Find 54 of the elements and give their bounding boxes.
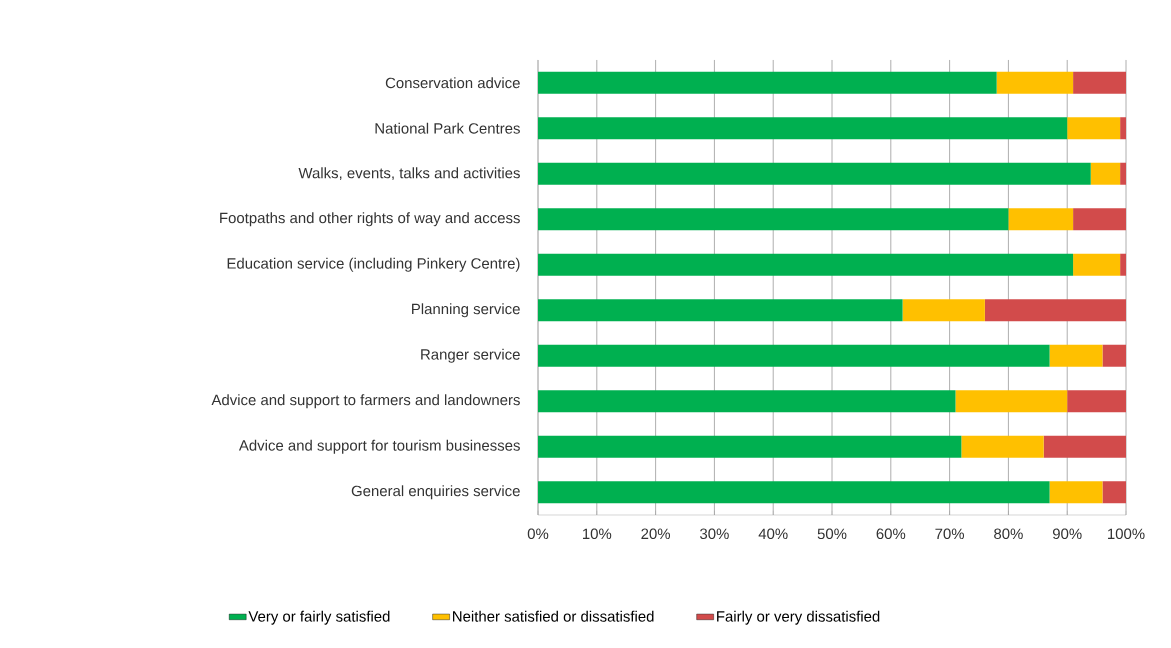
x-tick-label: 40% (758, 528, 788, 540)
y-tick-label: Conservation advice (385, 77, 520, 89)
x-tick-label: 80% (994, 528, 1023, 540)
y-tick-label: Advice and support to farmers and landowners (211, 394, 520, 409)
bar (538, 481, 1050, 504)
bar (1067, 117, 1121, 140)
bar (538, 344, 1050, 367)
bar (538, 208, 1009, 231)
bar (1102, 344, 1127, 367)
y-tick-label: National Park Centres (375, 122, 520, 134)
bar (996, 71, 1074, 94)
bar (984, 299, 1127, 322)
y-tick-label: General enquiries service (351, 485, 520, 500)
y-tick-label: Planning service (412, 303, 520, 318)
bar (538, 299, 903, 322)
legend-label: Fairly or very dissatisfied (717, 610, 880, 625)
bar (538, 390, 956, 413)
x-tick-label: 90% (1052, 528, 1082, 540)
x-tick-label: 70% (935, 528, 965, 540)
x-tick-label: 100% (1108, 528, 1145, 540)
x-tick-label: 0% (527, 528, 549, 540)
bar (955, 390, 1068, 413)
bar (1073, 71, 1127, 94)
x-tick-label: 20% (641, 528, 671, 540)
bar (538, 162, 1091, 185)
bar (538, 117, 1068, 140)
bar (1120, 162, 1127, 185)
y-tick-label: Education service (including Pinkery Centre) (227, 257, 520, 272)
bar (1049, 344, 1103, 367)
bar (1008, 208, 1074, 231)
y-tick-label: Footpaths and other rights of way and access (220, 212, 520, 227)
legend-label: Neither satisfied or dissatisfied (453, 610, 654, 622)
bar (1102, 481, 1127, 504)
legend-label: Very or fairly satisfied (248, 610, 390, 625)
bar (538, 71, 997, 94)
y-tick-label: Advice and support for tourism businesses (238, 439, 520, 454)
bar (902, 299, 985, 322)
bar (1043, 435, 1127, 458)
x-tick-label: 50% (817, 528, 847, 540)
x-tick-label: 10% (582, 528, 612, 540)
bar (961, 435, 1044, 458)
bar (1073, 208, 1127, 231)
bar (1120, 117, 1127, 140)
bar (1073, 253, 1121, 276)
bar (1090, 162, 1121, 185)
bar (538, 435, 962, 458)
y-tick-label: Ranger service (421, 348, 520, 363)
bar (538, 253, 1074, 276)
bar (1120, 253, 1127, 276)
bar (1049, 481, 1103, 504)
x-tick-label: 30% (700, 528, 729, 540)
bar (1067, 390, 1127, 413)
x-tick-label: 60% (876, 528, 906, 540)
y-tick-label: Walks, events, talks and activities (298, 167, 520, 181)
